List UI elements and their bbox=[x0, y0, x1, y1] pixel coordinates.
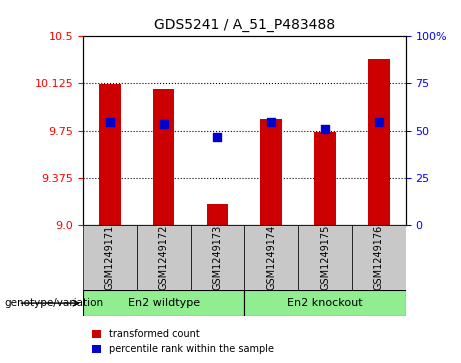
Bar bbox=[207, 204, 228, 225]
Text: GSM1249174: GSM1249174 bbox=[266, 225, 276, 290]
Bar bbox=[260, 119, 282, 225]
FancyBboxPatch shape bbox=[244, 225, 298, 290]
FancyBboxPatch shape bbox=[137, 225, 190, 290]
Text: En2 knockout: En2 knockout bbox=[287, 298, 363, 308]
Text: GSM1249175: GSM1249175 bbox=[320, 225, 330, 290]
Text: GSM1249172: GSM1249172 bbox=[159, 225, 169, 290]
Bar bbox=[368, 59, 390, 225]
Text: En2 wildtype: En2 wildtype bbox=[128, 298, 200, 308]
FancyBboxPatch shape bbox=[83, 225, 137, 290]
Point bbox=[214, 134, 221, 140]
Bar bbox=[153, 89, 174, 225]
Legend: transformed count, percentile rank within the sample: transformed count, percentile rank withi… bbox=[88, 326, 278, 358]
Title: GDS5241 / A_51_P483488: GDS5241 / A_51_P483488 bbox=[154, 19, 335, 33]
Text: genotype/variation: genotype/variation bbox=[5, 298, 104, 308]
Text: GSM1249173: GSM1249173 bbox=[213, 225, 223, 290]
Bar bbox=[99, 84, 121, 225]
Point bbox=[106, 119, 113, 125]
FancyBboxPatch shape bbox=[244, 290, 406, 316]
FancyBboxPatch shape bbox=[83, 290, 244, 316]
FancyBboxPatch shape bbox=[298, 225, 352, 290]
Point bbox=[160, 122, 167, 127]
FancyBboxPatch shape bbox=[190, 225, 244, 290]
Point bbox=[375, 119, 383, 125]
FancyBboxPatch shape bbox=[352, 225, 406, 290]
Point bbox=[321, 127, 329, 132]
Bar bbox=[314, 132, 336, 225]
Text: GSM1249176: GSM1249176 bbox=[374, 225, 384, 290]
Point bbox=[267, 119, 275, 125]
Text: GSM1249171: GSM1249171 bbox=[105, 225, 115, 290]
